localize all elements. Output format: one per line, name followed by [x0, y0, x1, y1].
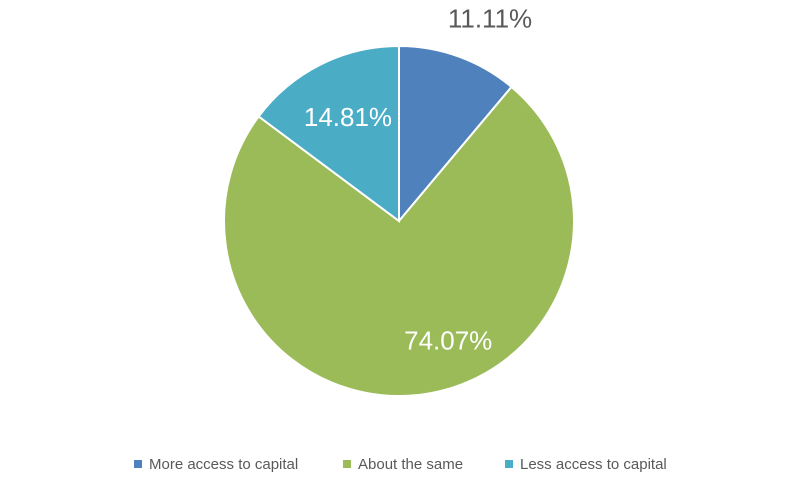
- pie-slice: [257, 44, 400, 223]
- data-label: 74.07%: [404, 326, 492, 356]
- data-label: 14.81%: [304, 102, 392, 132]
- legend-marker: [134, 460, 142, 468]
- legend-label: More access to capital: [149, 456, 298, 473]
- data-label: 11.11%: [448, 3, 532, 33]
- legend-marker: [343, 460, 351, 468]
- legend-marker: [505, 460, 513, 468]
- legend-label: Less access to capital: [520, 456, 667, 473]
- legend-label: About the same: [358, 456, 463, 473]
- pie-slice: [398, 44, 513, 224]
- pie-slice: [223, 85, 575, 397]
